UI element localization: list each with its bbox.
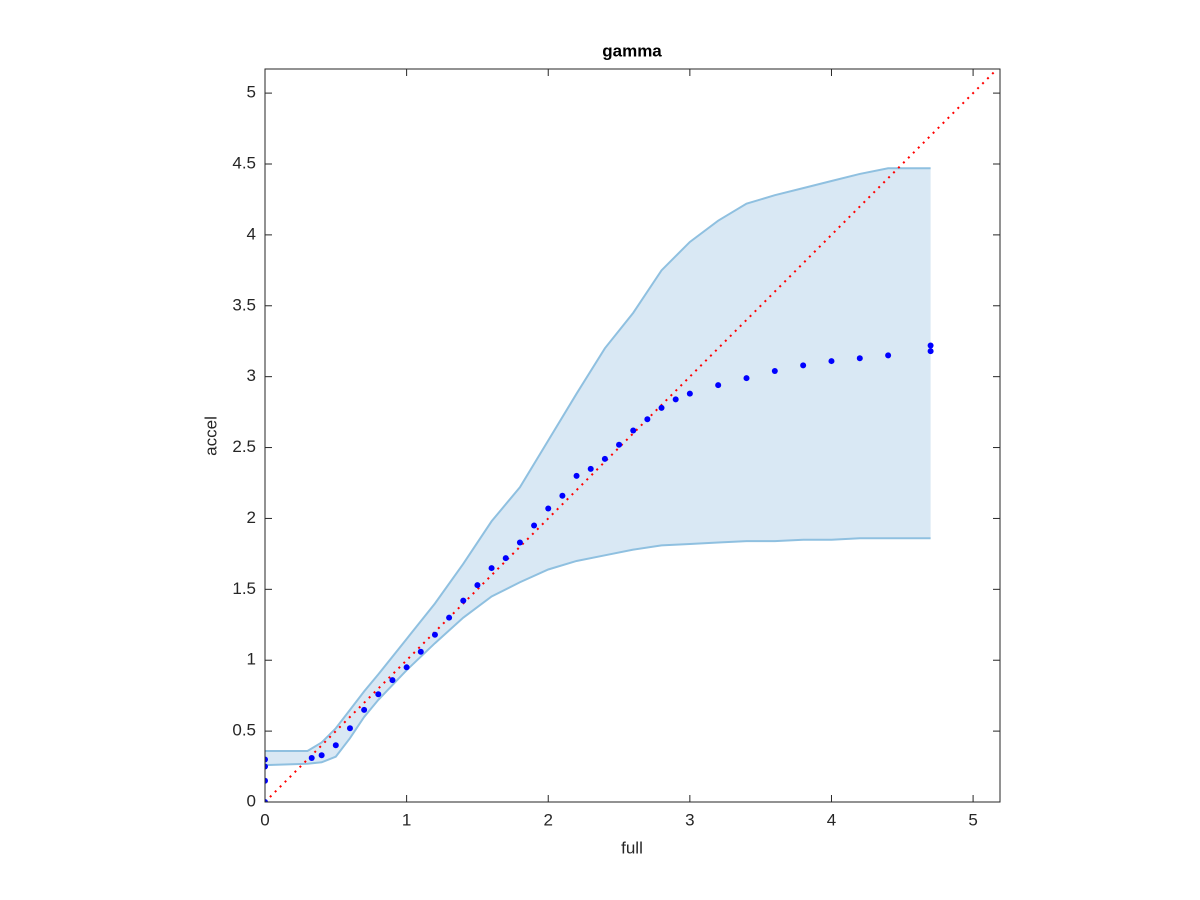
y-tick-label: 0.5 <box>232 721 256 740</box>
data-point <box>361 706 368 713</box>
data-point <box>559 492 566 499</box>
data-point <box>531 522 538 529</box>
data-point <box>488 565 495 572</box>
y-tick-label: 3 <box>247 366 256 385</box>
chart-title: gamma <box>602 41 662 60</box>
data-point <box>686 390 693 397</box>
data-point <box>502 555 509 562</box>
data-point <box>265 777 268 784</box>
data-point <box>658 404 665 411</box>
x-tick-label: 1 <box>402 810 411 829</box>
y-tick-label: 1.5 <box>232 579 256 598</box>
data-point <box>573 472 580 479</box>
data-point <box>265 763 268 770</box>
y-tick-label: 3.5 <box>232 295 256 314</box>
data-point <box>446 614 453 621</box>
y-tick-label: 4 <box>247 224 256 243</box>
data-point <box>516 539 523 546</box>
x-tick-label: 3 <box>685 810 694 829</box>
y-tick-label: 5 <box>247 83 256 102</box>
data-point <box>389 677 396 684</box>
data-point <box>332 742 339 749</box>
y-axis-label: accel <box>201 416 220 456</box>
data-point <box>375 691 382 698</box>
data-point <box>800 362 807 369</box>
y-tick-label: 2.5 <box>232 437 256 456</box>
x-tick-label: 2 <box>544 810 553 829</box>
data-point <box>630 427 637 434</box>
data-point <box>672 396 679 403</box>
data-point <box>545 505 552 512</box>
data-point <box>431 631 438 638</box>
data-point <box>743 375 750 382</box>
axes-box <box>264 68 1001 803</box>
data-point <box>601 455 608 462</box>
x-tick-label: 5 <box>968 810 977 829</box>
x-axis-label: full <box>621 838 643 857</box>
data-point <box>460 597 467 604</box>
data-point <box>856 355 863 362</box>
data-point <box>265 799 268 802</box>
data-point <box>927 342 934 349</box>
data-point <box>885 352 892 359</box>
y-tick-label: 1 <box>247 650 256 669</box>
data-point <box>474 582 481 589</box>
data-point <box>403 664 410 671</box>
data-point <box>265 756 268 763</box>
data-point <box>828 358 835 365</box>
data-point <box>318 752 325 759</box>
data-point <box>715 382 722 389</box>
band-upper-line <box>265 167 931 752</box>
data-point <box>771 367 778 374</box>
x-tick-label: 4 <box>827 810 836 829</box>
data-point <box>346 725 353 732</box>
y-tick-label: 4.5 <box>232 153 256 172</box>
data-point <box>587 465 594 472</box>
plot-area <box>265 69 998 802</box>
data-point <box>644 416 651 423</box>
reference-line <box>265 69 998 802</box>
x-tick-label: 0 <box>260 810 269 829</box>
data-point <box>616 441 623 448</box>
y-tick-label: 2 <box>247 508 256 527</box>
band-lower-line <box>265 537 931 767</box>
data-point <box>308 755 315 762</box>
data-point <box>417 648 424 655</box>
confidence-band <box>265 168 931 766</box>
data-point <box>927 348 934 355</box>
y-tick-label: 0 <box>247 791 256 810</box>
